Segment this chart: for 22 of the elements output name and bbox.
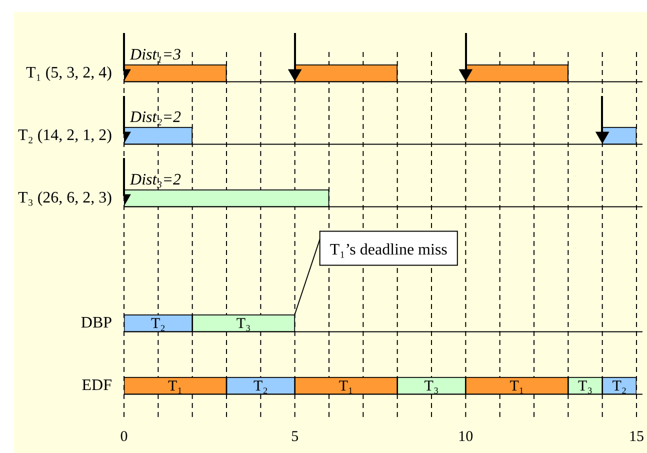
data-label: T₁ [168,378,182,395]
y-tick-label: T₂ (14, 2, 1, 2) [18,126,112,144]
y-tick-label: DBP [80,314,112,332]
x-tick-label: 15 [629,428,644,445]
x-tick-label: 0 [120,428,128,445]
data-label: T₃ [578,378,592,395]
y-tick-label: T₃ (26, 6, 2, 3) [18,189,112,206]
data-label: T₂ [150,316,166,332]
data-label: T₁ [510,378,524,395]
y-tick-label: T₁ (5, 3, 2, 4) [26,64,112,82]
y-tick-label: EDF [82,376,112,394]
annotation: Dist₁=3 [129,46,182,64]
annotation: Dist₂=2 [129,108,182,126]
data-label: T₃ [236,316,251,332]
x-tick-label: 10 [458,428,474,445]
annotation: T₁’s deadline miss [330,241,448,258]
data-label: T₂ [253,378,268,395]
data-label: T₂ [612,378,627,395]
data-label: T₃ [424,378,439,395]
data-label: T₁ [338,378,354,395]
annotation: Dist₃=2 [129,171,182,188]
x-tick-label: 5 [291,428,299,445]
